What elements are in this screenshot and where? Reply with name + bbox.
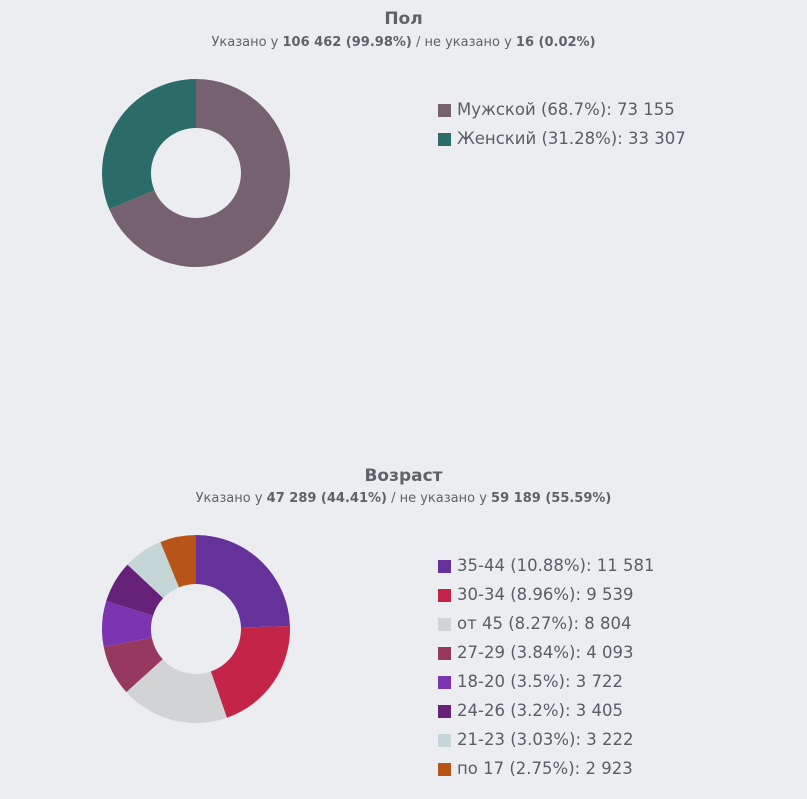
age-specified-count: 47 289 (44.41%) (266, 491, 387, 506)
legend-item[interactable]: Женский (31.28%): 33 307 (438, 129, 686, 158)
legend-item[interactable]: Мужской (68.7%): 73 155 (438, 100, 686, 129)
legend-label: от 45 (8.27%): 8 804 (457, 614, 632, 633)
legend-swatch (438, 560, 451, 573)
gender-legend: Мужской (68.7%): 73 155 Женский (31.28%):… (438, 100, 686, 158)
legend-swatch (438, 676, 451, 689)
gender-chart-subtitle: Указано у 106 462 (99.98%) / не указано … (0, 35, 807, 50)
age-chart-subtitle: Указано у 47 289 (44.41%) / не указано у… (0, 491, 807, 506)
donut-slice-женский[interactable] (102, 79, 196, 210)
legend-item[interactable]: 27-29 (3.84%): 4 093 (438, 643, 655, 672)
legend-label: 35-44 (10.88%): 11 581 (457, 556, 655, 575)
legend-swatch (438, 133, 451, 146)
legend-swatch (438, 705, 451, 718)
legend-label: по 17 (2.75%): 2 923 (457, 759, 633, 778)
legend-label: 30-34 (8.96%): 9 539 (457, 585, 634, 604)
legend-item[interactable]: 35-44 (10.88%): 11 581 (438, 556, 655, 585)
legend-item[interactable]: 18-20 (3.5%): 3 722 (438, 672, 655, 701)
legend-swatch (438, 104, 451, 117)
legend-swatch (438, 647, 451, 660)
legend-item[interactable]: по 17 (2.75%): 2 923 (438, 759, 655, 788)
gender-subtitle-middle: / не указано у (411, 35, 516, 50)
legend-item[interactable]: 24-26 (3.2%): 3 405 (438, 701, 655, 730)
age-unspecified-count: 59 189 (55.59%) (491, 491, 612, 506)
legend-swatch (438, 618, 451, 631)
legend-label: 27-29 (3.84%): 4 093 (457, 643, 634, 662)
gender-specified-count: 106 462 (99.98%) (282, 35, 412, 50)
legend-item[interactable]: 21-23 (3.03%): 3 222 (438, 730, 655, 759)
donut-slice-по-17[interactable] (160, 535, 196, 588)
donut-slice-35-44[interactable] (196, 535, 290, 628)
donut-slice-24-26[interactable] (106, 564, 164, 616)
age-subtitle-prefix: Указано у (195, 491, 267, 506)
legend-swatch (438, 589, 451, 602)
age-subtitle-middle: / не указано у (386, 491, 492, 506)
donut-slice-30-34[interactable] (210, 625, 290, 718)
age-chart-title: Возраст (364, 466, 443, 486)
legend-swatch (438, 734, 451, 747)
legend-label: Мужской (68.7%): 73 155 (457, 100, 675, 119)
legend-item[interactable]: 30-34 (8.96%): 9 539 (438, 585, 655, 614)
donut-slice-21-23[interactable] (127, 542, 179, 599)
donut-slice-18-20[interactable] (102, 601, 154, 647)
gender-unspecified-count: 16 (0.02%) (515, 35, 596, 50)
legend-label: Женский (31.28%): 33 307 (457, 129, 686, 148)
age-legend: 35-44 (10.88%): 11 581 30-34 (8.96%): 9 5… (438, 556, 655, 788)
legend-item[interactable]: от 45 (8.27%): 8 804 (438, 614, 655, 643)
legend-label: 24-26 (3.2%): 3 405 (457, 701, 624, 720)
gender-chart-title: Пол (384, 9, 423, 29)
legend-swatch (438, 763, 451, 776)
gender-subtitle-prefix: Указано у (211, 35, 283, 50)
donut-slice-от-45[interactable] (126, 659, 227, 723)
legend-label: 21-23 (3.03%): 3 222 (457, 730, 634, 749)
donut-slice-мужской[interactable] (109, 79, 290, 267)
legend-label: 18-20 (3.5%): 3 722 (457, 672, 624, 691)
age-donut-chart (102, 535, 290, 723)
donut-slice-27-29[interactable] (103, 637, 163, 693)
gender-donut-chart (102, 79, 290, 267)
